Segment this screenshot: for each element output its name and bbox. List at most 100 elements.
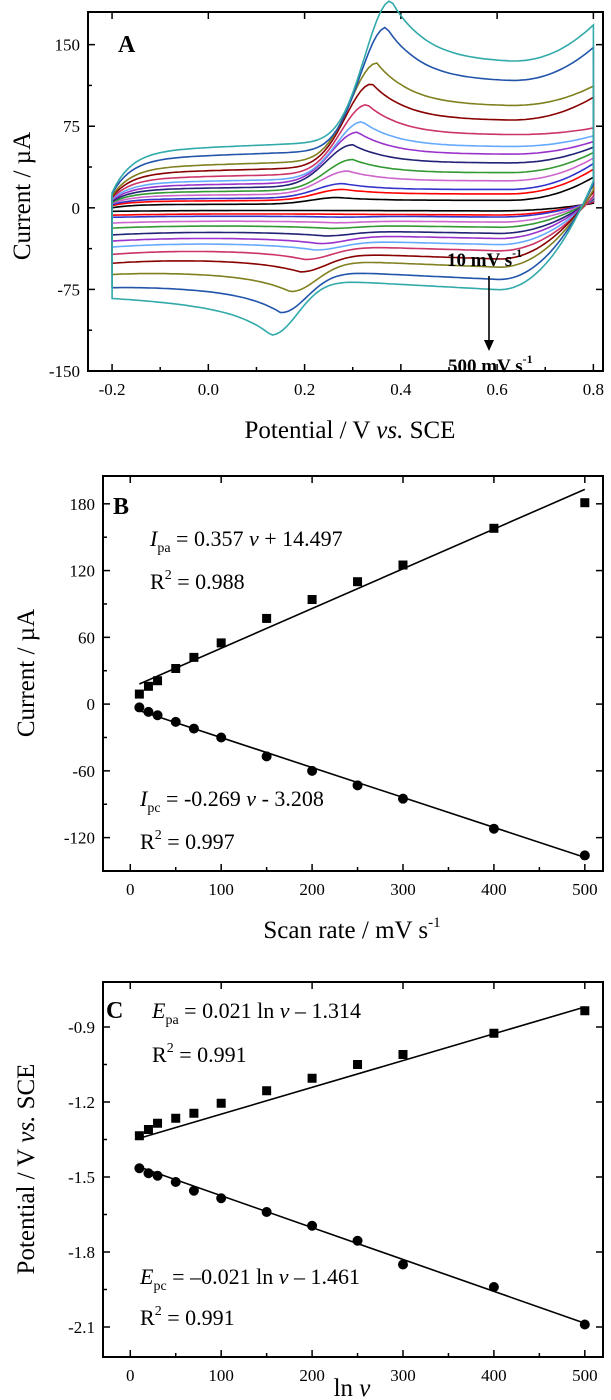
panel-a-ticks: -0.2 0.0 0.2 0.4 0.6 0.8 -150 -75 0 75 150	[49, 12, 604, 399]
panel-c-point-square	[398, 1050, 408, 1059]
panel-c-y-tick-label: -2.1	[68, 1318, 95, 1337]
panel-a-cv-curves	[111, 0, 595, 336]
panel-b-x-tick-label: 300	[390, 880, 416, 899]
panel-b-y-tick-label: 120	[70, 562, 96, 581]
panel-b-y-tick-label: 180	[70, 495, 96, 514]
panel-b-point-circle	[352, 780, 363, 791]
panel-b-eq2-r2: R2 = 0.997	[140, 828, 235, 854]
panel-c-x-tick-label: 300	[390, 1366, 416, 1385]
panel-b-point-circle	[307, 765, 318, 776]
panel-b-data-points	[134, 498, 590, 861]
panel-c-point-circle	[398, 1259, 408, 1270]
panel-c-eq2-r2: R2 = 0.991	[140, 1304, 235, 1330]
panel-c-point-circle	[143, 1168, 154, 1179]
panel-b-point-square	[580, 498, 590, 508]
panel-c-point-square	[353, 1060, 363, 1069]
panel-b-eq2: Ipc = -0.269 v - 3.208	[139, 786, 324, 816]
panel-a-y-tick-label: -150	[49, 362, 80, 381]
panel-c: 0 100 200 300 400 500 -2.1 -1.8 -1.5 -1.2 -0.9 C E…	[13, 981, 604, 1400]
panel-a-annotation-bottom: 500 mV s-1	[448, 352, 533, 377]
panel-b-letter: B	[113, 494, 129, 520]
panel-c-fit-line	[139, 1166, 586, 1325]
panel-b-y-tick-label: -120	[64, 829, 95, 848]
panel-a-cv-curve	[111, 62, 595, 293]
panel-b-point-circle	[134, 702, 145, 713]
panel-b-point-square	[171, 663, 181, 673]
panel-c-x-tick-label: 100	[208, 1366, 234, 1385]
panel-a-arrow-head	[484, 340, 494, 351]
panel-c-point-circle	[216, 1193, 227, 1204]
panel-b-y-tick-label: 60	[78, 628, 95, 647]
panel-c-point-circle	[579, 1319, 590, 1330]
panel-a-cv-curve	[111, 83, 595, 273]
panel-b-y-tick-label: 0	[87, 695, 96, 714]
panel-b-point-circle	[261, 751, 272, 762]
panel-c-point-circle	[134, 1163, 145, 1174]
panel-b-x-axis-title: Scan rate / mV s-1	[263, 915, 440, 944]
panel-b-point-circle	[170, 716, 181, 727]
panel-b-point-square	[134, 689, 144, 699]
panel-c-ticks: 0 100 200 300 400 500 -2.1 -1.8 -1.5 -1.2 -0.9	[68, 982, 603, 1385]
panel-b-point-circle	[579, 850, 590, 861]
panel-b-point-square	[143, 681, 153, 691]
panel-b-point-square	[216, 638, 226, 648]
panel-b-point-square	[262, 613, 272, 623]
panel-c-x-tick-label: 0	[126, 1366, 135, 1385]
panel-b-point-square	[398, 560, 408, 570]
panel-c-y-tick-label: -0.9	[68, 1018, 95, 1037]
panel-c-y-tick-label: -1.2	[68, 1093, 95, 1112]
panel-b-y-tick-label: -60	[72, 762, 95, 781]
panel-b-plot-frame	[102, 475, 604, 872]
panel-c-point-square	[307, 1073, 317, 1083]
panel-c-point-circle	[307, 1220, 318, 1231]
panel-b-y-axis-title: Current / µA	[13, 609, 40, 737]
panel-b-point-square	[307, 595, 317, 605]
panel-c-point-square	[262, 1086, 272, 1096]
panel-b-point-circle	[216, 732, 227, 743]
panel-b-point-circle	[152, 710, 163, 721]
panel-c-point-circle	[170, 1177, 181, 1187]
panel-a-y-tick-label: 0	[72, 199, 81, 218]
panel-c-point-circle	[352, 1235, 363, 1246]
panel-b-point-circle	[488, 823, 499, 834]
panel-a-cv-curve	[111, 26, 595, 314]
panel-b-point-square	[189, 652, 199, 662]
panel-b-point-circle	[188, 723, 199, 734]
panel-a-y-tick-label: 75	[63, 117, 80, 136]
panel-c-x-tick-label: 500	[572, 1366, 598, 1385]
panel-c-point-circle	[152, 1170, 163, 1181]
panel-a-x-tick-label: 0.4	[390, 380, 412, 399]
panel-c-point-square	[489, 1028, 499, 1038]
panel-a-cv-curve	[111, 103, 595, 261]
panel-c-eq2: Epc = –0.021 ln v – 1.461	[139, 1264, 360, 1294]
panel-b-point-circle	[398, 793, 408, 804]
panel-b-point-square	[353, 577, 363, 587]
panel-c-point-square	[171, 1113, 181, 1123]
panel-c-point-square	[153, 1118, 163, 1128]
panel-c-fit-lines	[139, 1006, 586, 1325]
panel-c-fit-line	[139, 1006, 586, 1140]
panel-b-x-tick-label: 100	[208, 880, 234, 899]
panel-a-annotation-top: 10 mV s-1	[447, 246, 522, 271]
panel-a-cv-curve	[111, 175, 595, 213]
panel-c-point-square	[189, 1108, 199, 1118]
panel-a-y-tick-label: -75	[57, 280, 80, 299]
panel-c-point-circle	[188, 1185, 199, 1196]
panel-b-point-square	[153, 676, 163, 686]
panel-b-x-tick-label: 500	[572, 880, 598, 899]
panel-b-fit-line	[139, 488, 586, 685]
panel-b: 0 100 200 300 400 500 -120 -60 0 60 120 180 B Ipa =…	[13, 475, 604, 944]
panel-a-x-tick-label: 0.6	[486, 380, 507, 399]
panel-c-y-axis-title: Potential / V vs. SCE	[13, 1064, 40, 1275]
panel-a-y-tick-label: 150	[55, 36, 81, 55]
panel-b-x-tick-label: 0	[126, 880, 135, 899]
panel-a-plot-frame	[87, 11, 604, 372]
panel-c-x-tick-label: 200	[299, 1366, 325, 1385]
panel-c-x-axis-title: ln v	[334, 1375, 372, 1400]
panel-b-point-square	[489, 523, 499, 533]
panel-b-point-circle	[143, 706, 154, 717]
panel-b-x-tick-label: 200	[299, 880, 325, 899]
panel-a-x-tick-label: 0.2	[294, 380, 315, 399]
panel-b-x-tick-label: 400	[481, 880, 507, 899]
